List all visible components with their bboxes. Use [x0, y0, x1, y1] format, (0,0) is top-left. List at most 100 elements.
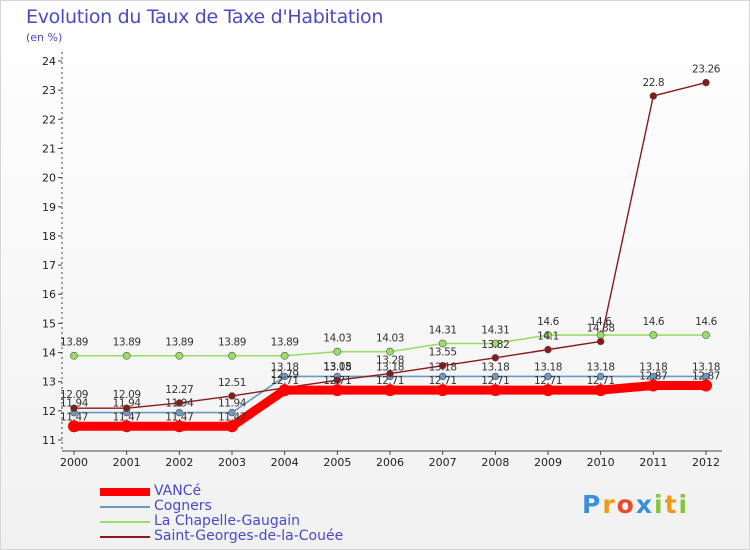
y-tick-label: 14 — [42, 347, 56, 360]
data-point — [544, 372, 552, 381]
legend-swatch — [100, 536, 150, 538]
data-point — [70, 404, 78, 412]
data-point — [68, 420, 80, 433]
data-point — [436, 384, 449, 397]
data-label: 13.18 — [323, 361, 351, 373]
data-point — [278, 384, 291, 397]
data-label: 13.18 — [429, 361, 457, 373]
data-point — [491, 354, 500, 362]
x-tick-label: 2006 — [376, 456, 404, 469]
data-point — [489, 384, 502, 397]
logo-letter: x — [635, 490, 654, 519]
data-label: 13.89 — [60, 337, 88, 349]
data-label: 13.18 — [481, 361, 509, 373]
data-labels: 11.47 11.47 11.47 11.47 12.71 12.71 12.71 12.71… — [60, 64, 721, 424]
data-point — [384, 384, 396, 397]
data-label: 14.6 — [590, 316, 612, 328]
y-tick-label: 19 — [42, 201, 56, 214]
data-point — [122, 351, 131, 360]
legend-label: VANCé — [154, 483, 202, 499]
data-label: 14.1 — [537, 331, 559, 343]
data-point — [386, 369, 394, 378]
data-point — [280, 351, 289, 360]
data-label: 12.71 — [376, 375, 404, 387]
data-point — [175, 408, 184, 417]
data-label: 13.18 — [534, 361, 562, 373]
data-point — [331, 384, 344, 397]
data-label: 14.6 — [642, 316, 664, 328]
data-point — [702, 331, 710, 339]
data-point — [649, 92, 658, 100]
series-lines — [68, 78, 712, 433]
data-point — [333, 347, 342, 356]
data-point — [702, 78, 710, 87]
x-tick-label: 2002 — [165, 456, 193, 469]
data-point — [120, 420, 133, 433]
data-label: 12.09 — [60, 389, 88, 401]
data-point — [491, 372, 500, 381]
y-tick-label: 24 — [42, 55, 56, 68]
data-label: 12.71 — [587, 375, 615, 387]
data-point — [122, 404, 131, 412]
x-tick-label: 2007 — [429, 456, 457, 469]
data-point — [544, 345, 552, 354]
data-label: 22.8 — [642, 77, 664, 89]
y-tick-label: 13 — [42, 376, 56, 389]
data-label: 12.27 — [165, 384, 193, 396]
y-tick-label: 23 — [42, 84, 56, 97]
logo-letter: P — [582, 490, 603, 519]
data-point — [280, 372, 289, 381]
data-point — [386, 347, 394, 356]
data-label: 11.94 — [113, 398, 142, 410]
x-tick-label: 2010 — [587, 456, 615, 469]
x-tick-label: 2001 — [113, 456, 141, 469]
data-label: 14.6 — [695, 316, 717, 328]
data-label: 13.89 — [218, 337, 246, 349]
data-point — [438, 361, 447, 370]
data-point — [228, 408, 236, 417]
data-label: 12.71 — [429, 375, 457, 387]
data-point — [649, 331, 658, 339]
data-label: 11.94 — [218, 398, 247, 410]
x-tick-label: 2005 — [323, 456, 351, 469]
data-label: 14.31 — [481, 325, 509, 337]
data-label: 13.89 — [113, 337, 141, 349]
data-point — [596, 372, 605, 381]
data-label: 12.71 — [534, 375, 562, 387]
y-tick-label: 17 — [42, 259, 56, 272]
data-label: 13.55 — [429, 347, 457, 359]
logo-letter: t — [664, 490, 679, 519]
logo-letter: o — [616, 490, 636, 519]
data-label: 11.47 — [165, 411, 193, 423]
data-point — [175, 399, 184, 407]
legend-label: Saint-Georges-de-la-Couée — [154, 528, 344, 544]
data-label: 12.87 — [639, 370, 667, 382]
data-label: 14.38 — [587, 322, 615, 334]
data-label: 11.94 — [60, 398, 89, 410]
data-label: 13.18 — [271, 361, 299, 373]
data-label: 13.89 — [165, 337, 193, 349]
data-label: 14.03 — [376, 333, 404, 345]
data-label: 11.94 — [165, 398, 194, 410]
data-point — [596, 337, 605, 346]
x-tick-label: 2011 — [639, 456, 667, 469]
y-tick-label: 12 — [42, 405, 56, 418]
data-label: 14.03 — [323, 333, 351, 345]
data-point — [544, 331, 552, 339]
proxiti-logo: Proxiti — [582, 490, 689, 519]
data-point — [173, 420, 186, 433]
data-label: 12.51 — [218, 377, 246, 389]
legend-swatch — [100, 521, 150, 523]
data-point — [647, 379, 660, 392]
data-label: 12.79 — [271, 369, 299, 381]
data-point — [438, 339, 447, 348]
data-point — [491, 339, 500, 348]
data-point — [70, 351, 78, 360]
legend-label: La Chapelle-Gaugain — [154, 513, 301, 529]
legend-label: Cogners — [154, 498, 212, 514]
line-chart: 11 12 13 14 15 16 17 18 19 20 21 22 23 24 2000 2001 2002… — [42, 52, 722, 469]
y-tick-label: 16 — [42, 288, 56, 301]
legend-swatch — [100, 488, 150, 496]
data-label: 13.18 — [692, 361, 720, 373]
